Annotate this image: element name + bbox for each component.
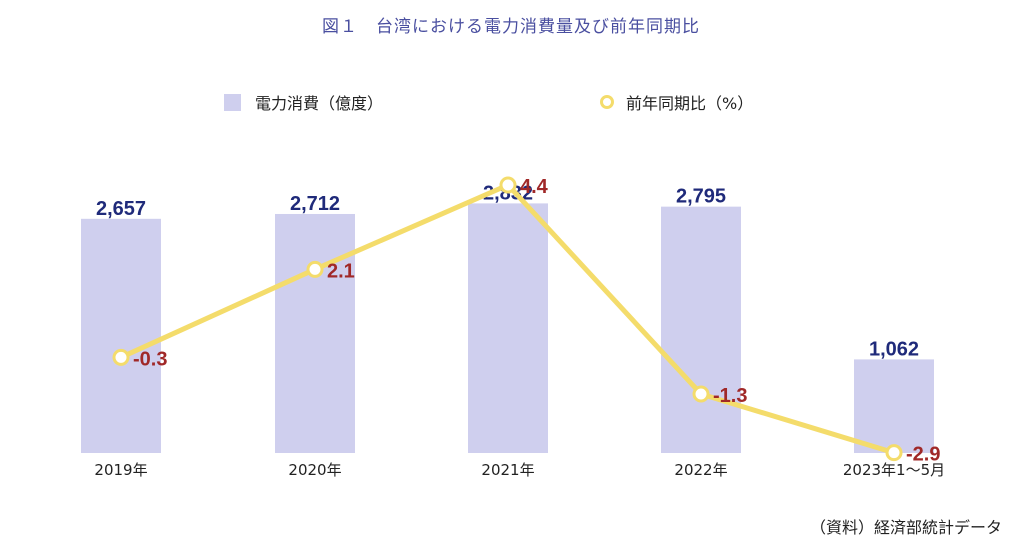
x-tick-label: 2023年1～5月	[843, 461, 945, 479]
line-point	[499, 176, 517, 194]
x-tick-label: 2022年	[674, 461, 727, 479]
x-tick-label: 2020年	[288, 461, 341, 479]
legend-bar-label: 電力消費（億度）	[255, 94, 384, 113]
bar	[468, 203, 548, 453]
bar	[661, 206, 741, 453]
x-tick-label: 2021年	[481, 461, 534, 479]
source-note: （資料）経済部統計データ	[809, 518, 1002, 537]
line-point	[112, 348, 130, 366]
line-value-label: 4.4	[520, 176, 549, 198]
line-point	[306, 260, 324, 278]
legend-line-label: 前年同期比（%）	[626, 94, 754, 113]
bar-value-label: 2,657	[96, 198, 146, 220]
legend-bar-swatch	[224, 93, 241, 111]
bar-value-label: 2,795	[676, 186, 726, 208]
line-point	[692, 385, 710, 403]
bar	[81, 218, 161, 453]
line-value-label: -2.9	[906, 444, 940, 466]
bar	[854, 359, 934, 453]
chart-title: 図１ 台湾における電力消費量及び前年同期比	[322, 17, 700, 37]
legend-item-bar: 電力消費（億度）	[224, 90, 383, 114]
bar	[275, 213, 355, 453]
line-value-label: 2.1	[327, 260, 355, 282]
legend-line-swatch	[600, 95, 614, 109]
line-value-label: -0.3	[133, 348, 167, 370]
line-point	[885, 444, 903, 462]
line-value-label: -1.3	[713, 385, 747, 407]
bar-value-label: 1,062	[869, 338, 919, 360]
x-tick-label: 2019年	[94, 461, 147, 479]
bar-value-label: 2,712	[290, 193, 340, 215]
legend: 電力消費（億度） 前年同期比（%）	[0, 90, 1022, 118]
legend-item-line: 前年同期比（%）	[600, 90, 753, 114]
